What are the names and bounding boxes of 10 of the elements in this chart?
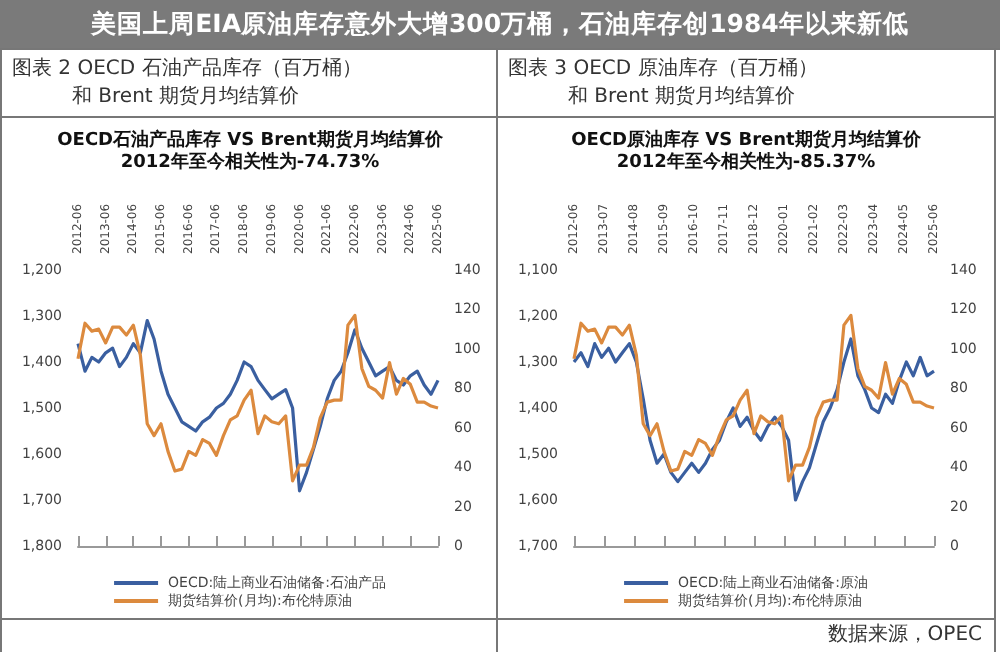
text: 图表 3 OECD 原油库存（百万桶） (508, 55, 820, 82)
text: 和 Brent 期货月均结算价 (566, 83, 798, 110)
text: 图表 2 OECD 石油产品库存（百万桶） (12, 55, 364, 82)
chart-subtitle: 2012年至今相关性为-74.73% (120, 151, 380, 173)
source-note: 数据来源，OPEC (827, 624, 982, 646)
text: 和 Brent 期货月均结算价 (70, 83, 302, 110)
chart-title: OECD原油库存 VS Brent期货月均结算价 (571, 129, 923, 151)
chart-subtitle: 2012年至今相关性为-85.37% (616, 151, 876, 173)
chart-title: OECD石油产品库存 VS Brent期货月均结算价 (57, 129, 445, 151)
text: 美国上周EIA原油库存意外大增300万桶，石油库存创1984年以来新低 (0, 0, 1000, 48)
